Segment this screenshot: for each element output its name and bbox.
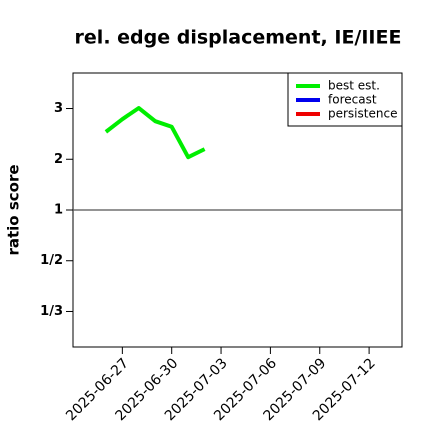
legend-label: persistence (328, 107, 397, 121)
y-tick-label: 1/2 (40, 253, 63, 268)
legend-label: forecast (328, 93, 377, 107)
y-tick-label: 1/3 (40, 304, 63, 319)
y-tick-label: 2 (54, 152, 63, 167)
y-tick-label: 3 (54, 101, 63, 116)
y-axis-label: ratio score (5, 164, 23, 255)
legend-label: best est. (328, 79, 380, 93)
y-tick-label: 1 (54, 203, 63, 218)
data-line (104, 106, 206, 160)
chart-title: rel. edge displacement, IE/IIEE (75, 27, 402, 49)
